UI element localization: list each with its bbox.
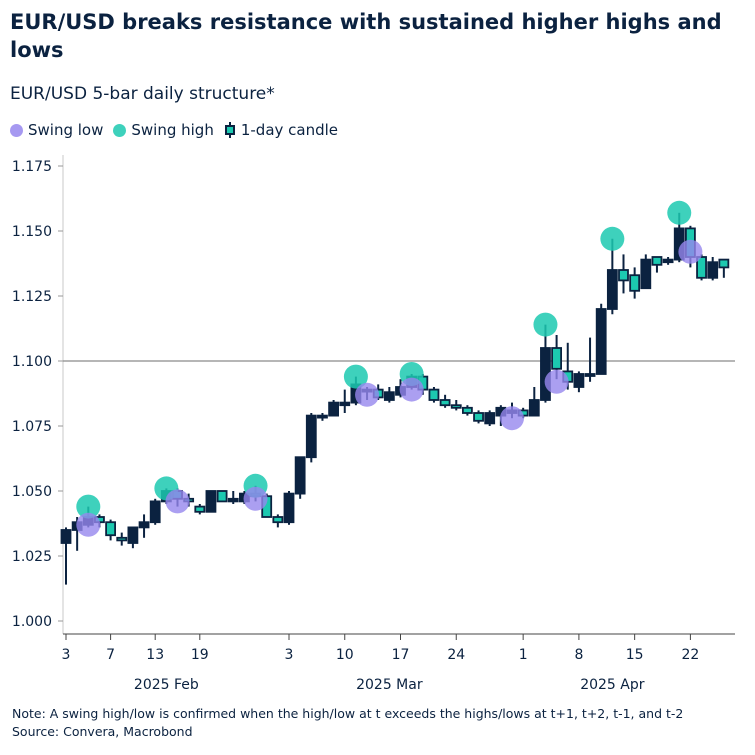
swing-low-marker xyxy=(544,369,569,394)
legend-label: Swing low xyxy=(28,121,104,139)
x-tick-label: 7 xyxy=(106,647,115,663)
y-tick-label: 1.050 xyxy=(12,484,52,500)
candle-body xyxy=(127,526,139,544)
swing-low-marker xyxy=(399,377,424,402)
swing-low-marker xyxy=(243,486,268,511)
candle-icon xyxy=(224,122,235,138)
candle-body xyxy=(305,414,317,459)
note-text: Note: A swing high/low is confirmed when… xyxy=(12,706,684,721)
candle-body xyxy=(116,536,128,542)
x-tick-label: 13 xyxy=(146,647,164,663)
candle-body xyxy=(696,256,707,279)
x-tick-label: 17 xyxy=(392,647,410,663)
candle-body xyxy=(640,258,652,290)
x-tick-label: 1 xyxy=(519,647,528,663)
candle-body xyxy=(528,399,540,417)
month-label: 2025 Feb xyxy=(134,677,199,693)
swing-low-marker xyxy=(355,382,380,407)
candle-body xyxy=(618,269,629,282)
candle-body xyxy=(573,373,585,388)
candle-body xyxy=(105,521,116,537)
month-label: 2025 Mar xyxy=(356,677,423,693)
legend-candle: 1-day candle xyxy=(224,121,338,139)
candle-body xyxy=(216,490,228,503)
candle-body xyxy=(339,401,351,407)
source-text: Source: Convera, Macrobond xyxy=(12,724,193,739)
candle-body xyxy=(484,412,496,425)
y-tick-label: 1.100 xyxy=(12,354,52,370)
y-tick-label: 1.075 xyxy=(12,419,52,435)
swing-low-marker xyxy=(678,239,703,264)
candle-body xyxy=(272,516,284,524)
candle-body xyxy=(227,497,239,503)
x-tick-label: 8 xyxy=(574,647,583,663)
swing-high-marker xyxy=(343,364,368,389)
legend-swing-high: Swing high xyxy=(113,121,214,139)
candle-body xyxy=(662,258,674,264)
candle-body xyxy=(383,391,395,401)
candle-body xyxy=(283,492,295,524)
candle-body xyxy=(718,258,730,269)
candle-body xyxy=(317,414,328,419)
candle-body xyxy=(60,529,72,544)
candle-body xyxy=(294,456,306,495)
swing-high-marker xyxy=(600,226,625,251)
candle-body xyxy=(707,261,719,279)
swing-low-marker xyxy=(500,406,524,431)
candle-body xyxy=(595,308,607,375)
candle-body xyxy=(606,269,618,310)
y-tick-label: 1.025 xyxy=(12,549,52,565)
candle-body xyxy=(551,347,562,370)
x-tick-label: 24 xyxy=(447,647,465,663)
legend-label: 1-day candle xyxy=(240,121,339,139)
legend-swing-low: Swing low xyxy=(10,121,103,139)
x-tick-label: 15 xyxy=(626,647,644,663)
x-tick-label: 3 xyxy=(62,647,71,663)
swing-low-marker xyxy=(76,512,101,537)
candle-body xyxy=(138,521,150,529)
candle-body xyxy=(205,490,217,513)
candle-body xyxy=(450,404,462,409)
x-tick-label: 22 xyxy=(681,647,699,663)
swing-low-marker-icon xyxy=(10,123,23,137)
y-tick-label: 1.175 xyxy=(12,159,52,175)
candle-body xyxy=(651,256,663,266)
candle-body xyxy=(149,500,161,524)
chart-title: EUR/USD breaks resistance with sustained… xyxy=(10,10,722,62)
candle-body xyxy=(439,399,451,407)
candle-body xyxy=(194,505,206,513)
candle-body xyxy=(328,401,340,417)
candle-body xyxy=(629,274,641,292)
plot-area: 1.000 1.025 1.050 1.075 1.100 1.125 1.150 1.175… xyxy=(12,155,735,693)
swing-low-marker xyxy=(165,489,190,514)
swing-high-marker xyxy=(76,494,101,519)
y-tick-label: 1.000 xyxy=(12,614,52,630)
swing-high-marker xyxy=(667,200,692,225)
swing-high-marker xyxy=(533,312,558,337)
x-tick-label: 3 xyxy=(285,647,294,663)
y-tick-label: 1.125 xyxy=(12,289,52,305)
x-tick-label: 10 xyxy=(336,647,354,663)
candle-body xyxy=(461,406,473,414)
x-tick-label: 19 xyxy=(191,647,209,663)
chart-subtitle: EUR/USD 5-bar daily structure* xyxy=(10,84,275,104)
candle-body xyxy=(428,388,440,401)
legend: Swing low Swing high 1-day candle xyxy=(10,121,342,139)
y-tick-label: 1.150 xyxy=(12,224,52,240)
footnote: Note: A swing high/low is confirmed when… xyxy=(12,705,683,741)
candle-body xyxy=(584,373,596,377)
swing-high-marker-icon xyxy=(113,123,127,137)
month-label: 2025 Apr xyxy=(580,677,645,693)
legend-label: Swing high xyxy=(131,121,214,139)
candle-body xyxy=(473,412,484,422)
